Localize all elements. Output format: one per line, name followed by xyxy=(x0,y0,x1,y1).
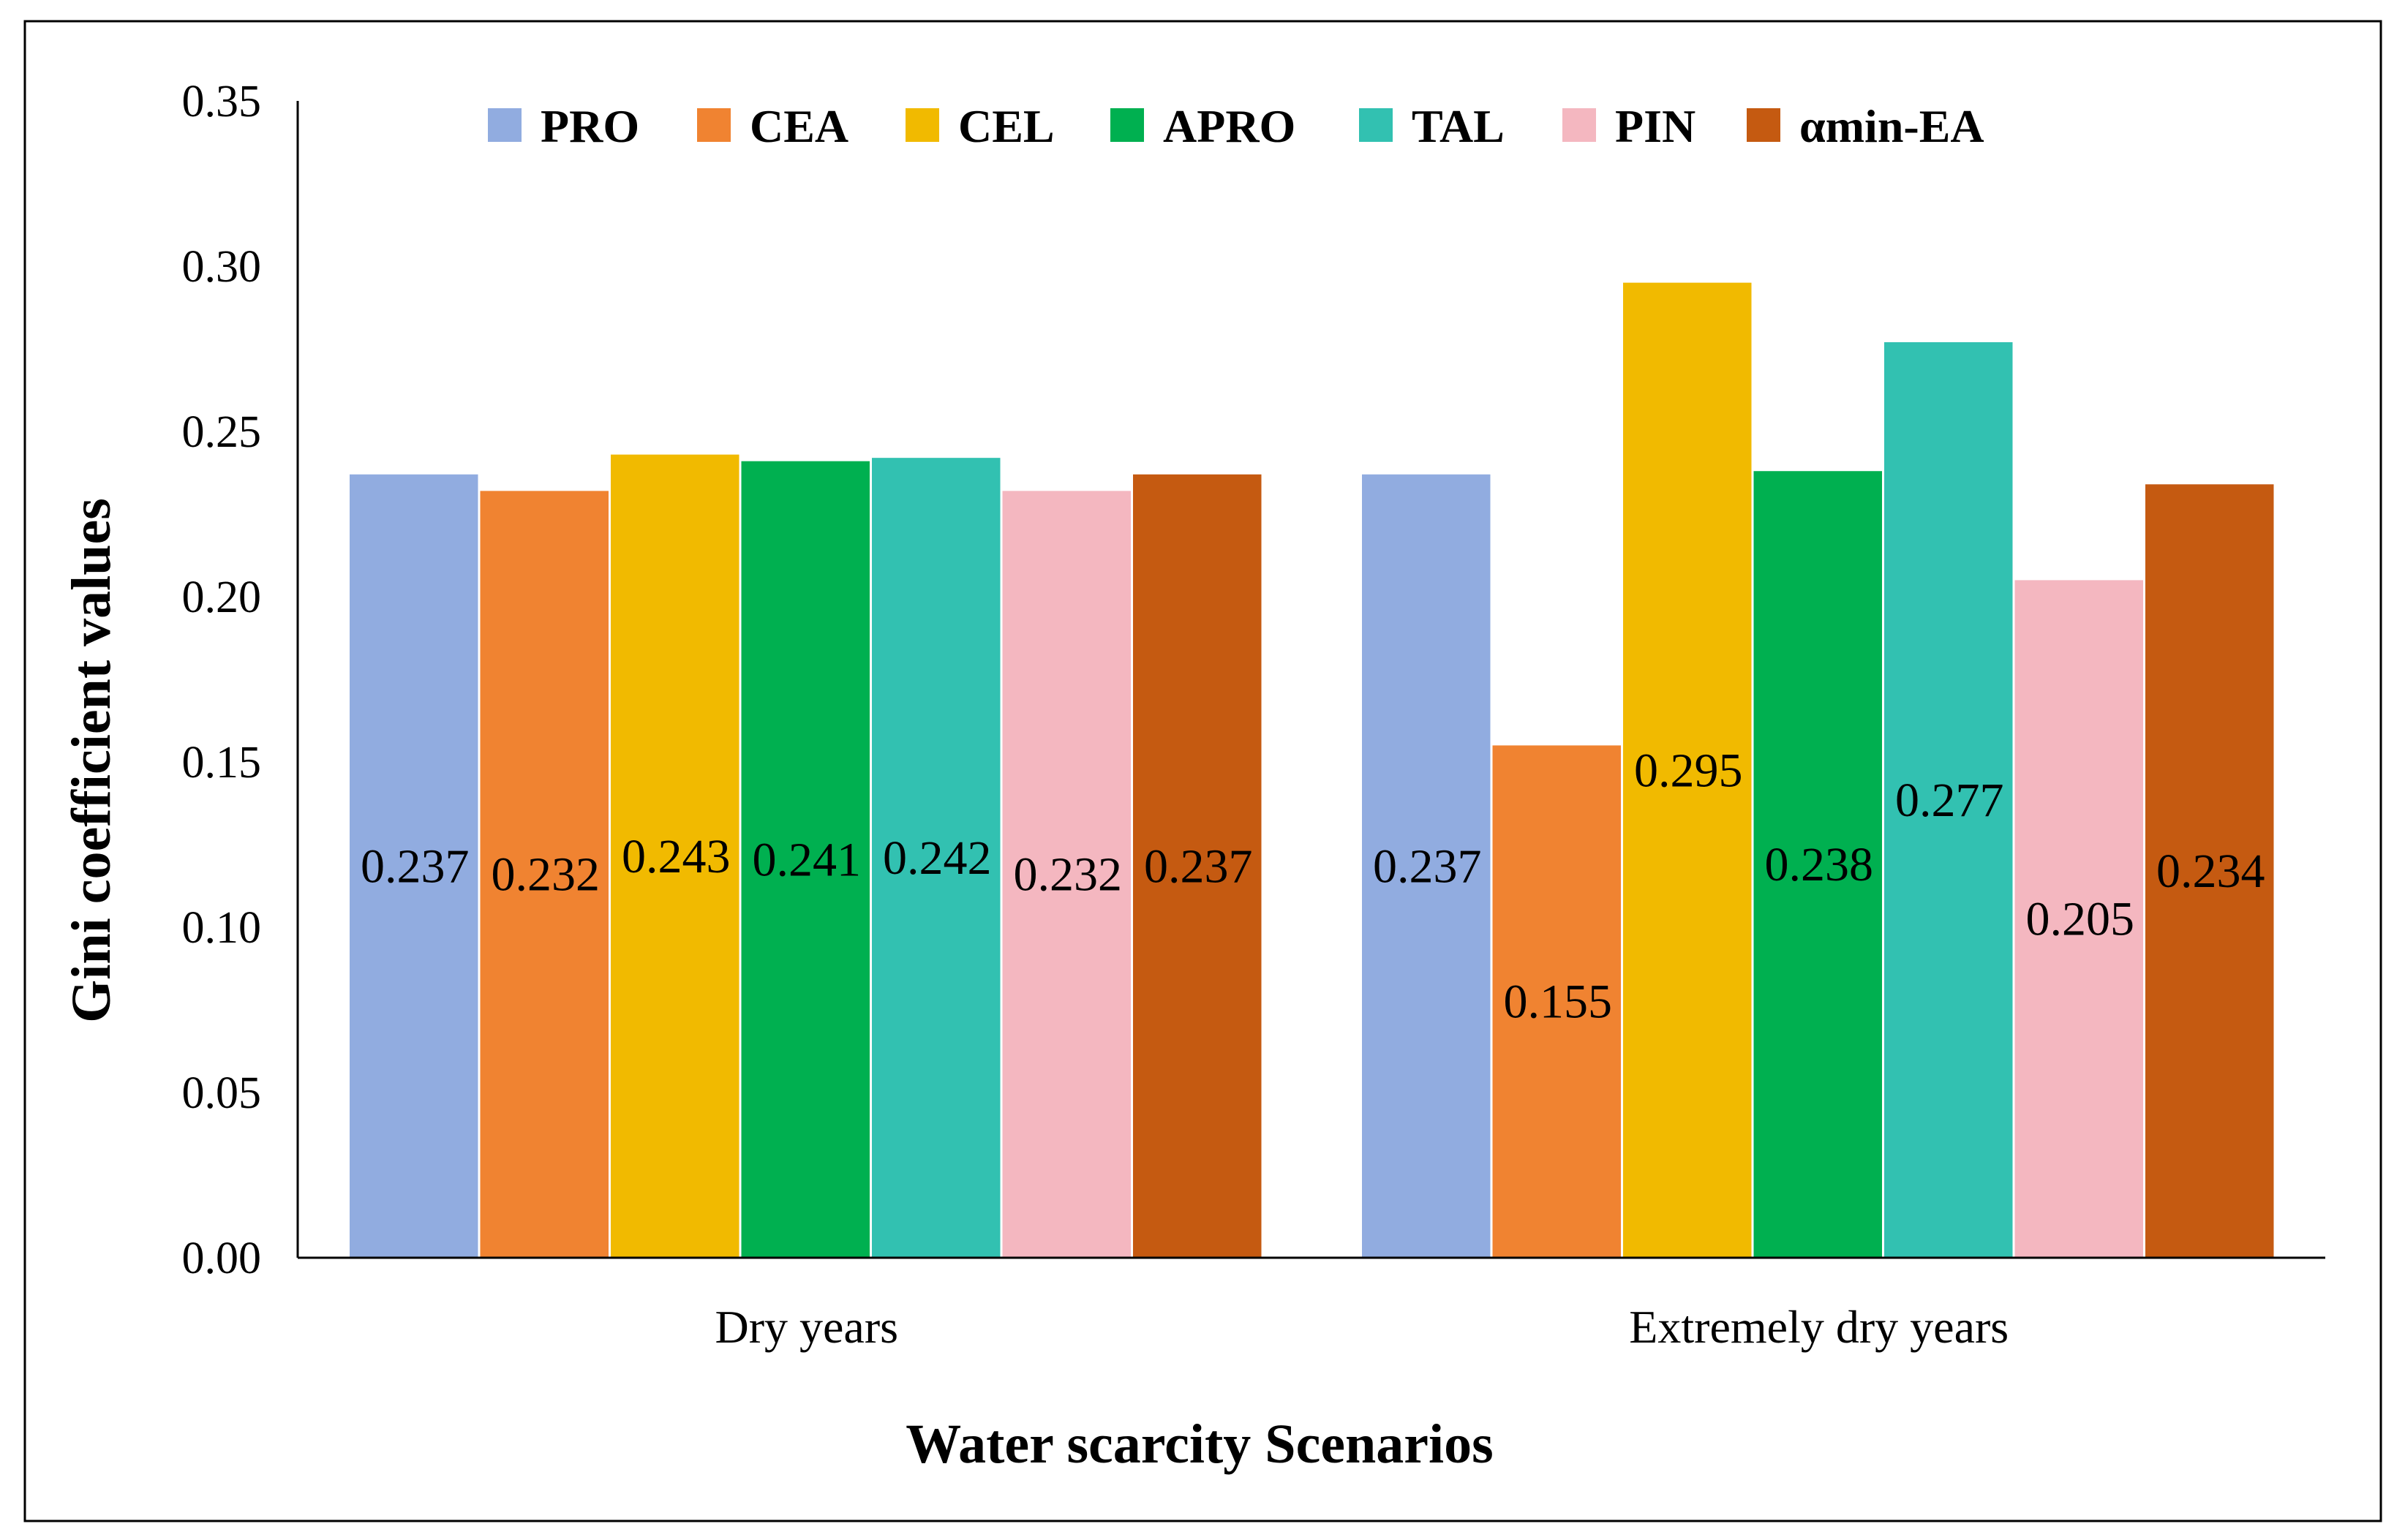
bar-pin-0 xyxy=(1002,491,1131,1258)
bar-cea-0 xyxy=(480,491,609,1258)
data-label: 0.238 xyxy=(1765,838,1874,891)
legend-swatch-4 xyxy=(1359,108,1393,142)
bar-cel-0 xyxy=(611,454,739,1258)
y-tick-label: 0.00 xyxy=(182,1234,262,1283)
legend-label: TAL xyxy=(1412,100,1505,152)
bar-pro-1 xyxy=(1362,474,1491,1258)
bar-apro-1 xyxy=(1753,471,1882,1258)
legend-swatch-3 xyxy=(1110,108,1144,142)
data-label: 0.234 xyxy=(2156,845,2265,898)
y-axis-title: Gini coefficient values xyxy=(61,498,122,1023)
data-label: 0.237 xyxy=(361,839,470,893)
legend-swatch-1 xyxy=(697,108,731,142)
data-label: 0.237 xyxy=(1373,839,1482,893)
legend-label: APRO xyxy=(1163,100,1295,152)
y-tick-label: 0.30 xyxy=(182,242,262,292)
legend-swatch-2 xyxy=(906,108,939,142)
bar-tal-1 xyxy=(1884,341,2013,1258)
data-label: 0.232 xyxy=(492,848,601,902)
data-label: 0.243 xyxy=(622,830,731,883)
legend-label: CEL xyxy=(958,100,1055,152)
data-labels: 0.237 0.232 0.243 0.241 0.242 0.232 0.237 0.237… xyxy=(361,744,2265,1028)
data-label: 0.155 xyxy=(1504,975,1613,1029)
bar-αmin-ea-1 xyxy=(2145,484,2274,1258)
legend-label: αmin-EA xyxy=(1799,100,1984,152)
legend: PRO CEA CEL APRO TAL PIN αmin-EA xyxy=(488,100,1984,152)
y-tick-label: 0.20 xyxy=(182,573,262,622)
category-label: Extremely dry years xyxy=(1629,1301,2009,1353)
bar-cel-1 xyxy=(1623,282,1752,1258)
data-label: 0.237 xyxy=(1144,839,1253,893)
data-label: 0.242 xyxy=(883,831,992,885)
legend-swatch-5 xyxy=(1562,108,1596,142)
data-label: 0.232 xyxy=(1014,848,1123,902)
y-tick-labels: 0.00 0.05 0.10 0.15 0.20 0.25 0.30 0.35 xyxy=(182,77,262,1283)
bar-tal-0 xyxy=(872,458,1001,1258)
y-tick-label: 0.25 xyxy=(182,407,262,457)
bars xyxy=(350,282,2274,1258)
x-axis-title: Water scarcity Scenarios xyxy=(906,1413,1493,1475)
y-tick-label: 0.15 xyxy=(182,738,262,788)
bar-apro-0 xyxy=(741,461,870,1258)
y-tick-label: 0.05 xyxy=(182,1068,262,1118)
legend-label: PRO xyxy=(541,100,639,152)
x-tick-labels: Dry years Extremely dry years xyxy=(715,1301,2009,1353)
data-label: 0.295 xyxy=(1634,744,1743,797)
legend-swatch-6 xyxy=(1747,108,1780,142)
y-tick-label: 0.35 xyxy=(182,77,262,127)
y-tick-label: 0.10 xyxy=(182,903,262,953)
bar-pro-0 xyxy=(350,474,478,1258)
data-label: 0.205 xyxy=(2026,893,2135,946)
data-label: 0.241 xyxy=(753,833,862,886)
bar-αmin-ea-0 xyxy=(1133,474,1262,1258)
legend-swatch-0 xyxy=(488,108,522,142)
legend-label: PIN xyxy=(1615,100,1695,152)
bar-pin-1 xyxy=(2014,580,2143,1258)
legend-label: CEA xyxy=(750,100,848,152)
category-label: Dry years xyxy=(715,1301,898,1353)
data-label: 0.277 xyxy=(1895,774,2004,827)
bar-cea-1 xyxy=(1492,745,1621,1258)
